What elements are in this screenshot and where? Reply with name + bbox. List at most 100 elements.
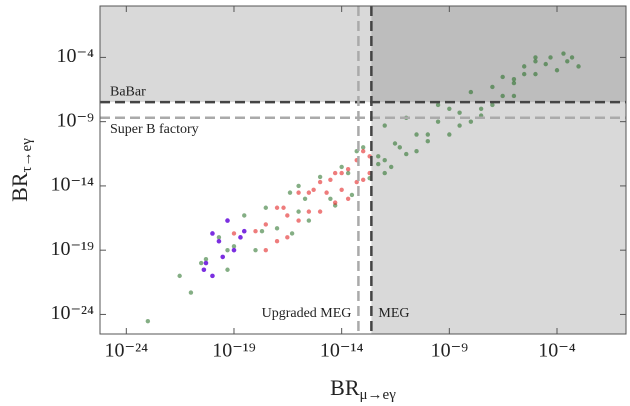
point (231, 247, 237, 253)
point (225, 218, 230, 223)
limit-label: BaBar (110, 84, 146, 99)
point (328, 177, 333, 182)
point (306, 190, 312, 195)
point (339, 170, 344, 176)
point (533, 71, 538, 77)
y-axis-label-main: BR (7, 172, 32, 202)
point (576, 64, 581, 69)
point (345, 196, 351, 201)
point (302, 196, 308, 201)
point (511, 77, 517, 82)
point (188, 290, 194, 295)
point (296, 190, 301, 195)
point (457, 110, 462, 115)
point (345, 166, 351, 172)
point (231, 231, 237, 236)
point (287, 190, 293, 195)
x-tick-label: 10⁻¹⁴ (320, 340, 364, 362)
point (435, 119, 441, 124)
point (324, 190, 329, 195)
y-axis-label-sub: τ→eγ (19, 138, 35, 173)
point (382, 123, 387, 128)
excluded-region (371, 6, 626, 103)
point (241, 228, 247, 234)
point (296, 209, 301, 214)
point (289, 231, 295, 236)
point (561, 51, 566, 56)
point (548, 55, 553, 60)
point (414, 132, 419, 137)
point (145, 318, 151, 324)
regions (100, 6, 626, 334)
x-axis-label-sub: μ→eγ (360, 387, 397, 403)
point (500, 93, 505, 99)
point (404, 151, 409, 157)
y-tick-label: 10⁻¹⁴ (50, 174, 94, 196)
point (311, 187, 316, 192)
point (306, 209, 312, 214)
point (285, 235, 290, 240)
point (210, 273, 215, 279)
point (238, 235, 243, 240)
point (285, 213, 290, 218)
point (203, 256, 209, 262)
x-tick-label: 10⁻¹⁹ (212, 340, 256, 362)
point (511, 93, 517, 99)
point (425, 132, 430, 137)
point (332, 170, 338, 176)
point (306, 218, 312, 223)
point (339, 164, 344, 170)
point (216, 235, 222, 240)
point (522, 64, 527, 69)
point (274, 205, 280, 210)
point (317, 174, 323, 180)
y-tick-label: 10⁻⁹ (56, 109, 94, 131)
point (457, 123, 462, 128)
limit-label: Super B factory (110, 122, 199, 137)
point (382, 170, 387, 176)
point (490, 84, 495, 90)
point (565, 59, 570, 64)
point (198, 260, 204, 266)
point (522, 71, 527, 77)
point (177, 273, 182, 279)
plot-frame (99, 5, 627, 335)
y-tick-label: 10⁻²⁴ (50, 302, 94, 324)
y-tick-label: 10⁻¹⁹ (50, 238, 94, 260)
point (296, 218, 301, 223)
point (511, 80, 517, 86)
point (397, 145, 402, 150)
point (360, 145, 366, 150)
point (490, 102, 495, 108)
point (253, 228, 258, 234)
point (231, 244, 237, 249)
point (274, 226, 280, 231)
point (382, 158, 387, 163)
point (360, 177, 366, 182)
y-axis-label: BRτ→eγ (7, 138, 35, 202)
point (339, 187, 344, 192)
point (349, 192, 355, 198)
point (332, 200, 338, 205)
point (253, 247, 258, 253)
point (328, 196, 333, 201)
point (425, 139, 430, 144)
point (533, 59, 538, 64)
point (376, 154, 381, 159)
point (296, 183, 301, 189)
point (468, 119, 474, 124)
point (569, 55, 575, 60)
x-tick-label: 10⁻⁴ (538, 340, 576, 362)
point (220, 254, 226, 260)
point (210, 231, 215, 236)
x-tick-label: 10⁻⁹ (431, 340, 469, 362)
point (345, 170, 351, 176)
point (281, 205, 286, 210)
point (216, 238, 222, 244)
point (414, 149, 419, 154)
point (500, 74, 505, 80)
point (478, 106, 484, 112)
point (274, 238, 280, 244)
point (242, 213, 247, 218)
